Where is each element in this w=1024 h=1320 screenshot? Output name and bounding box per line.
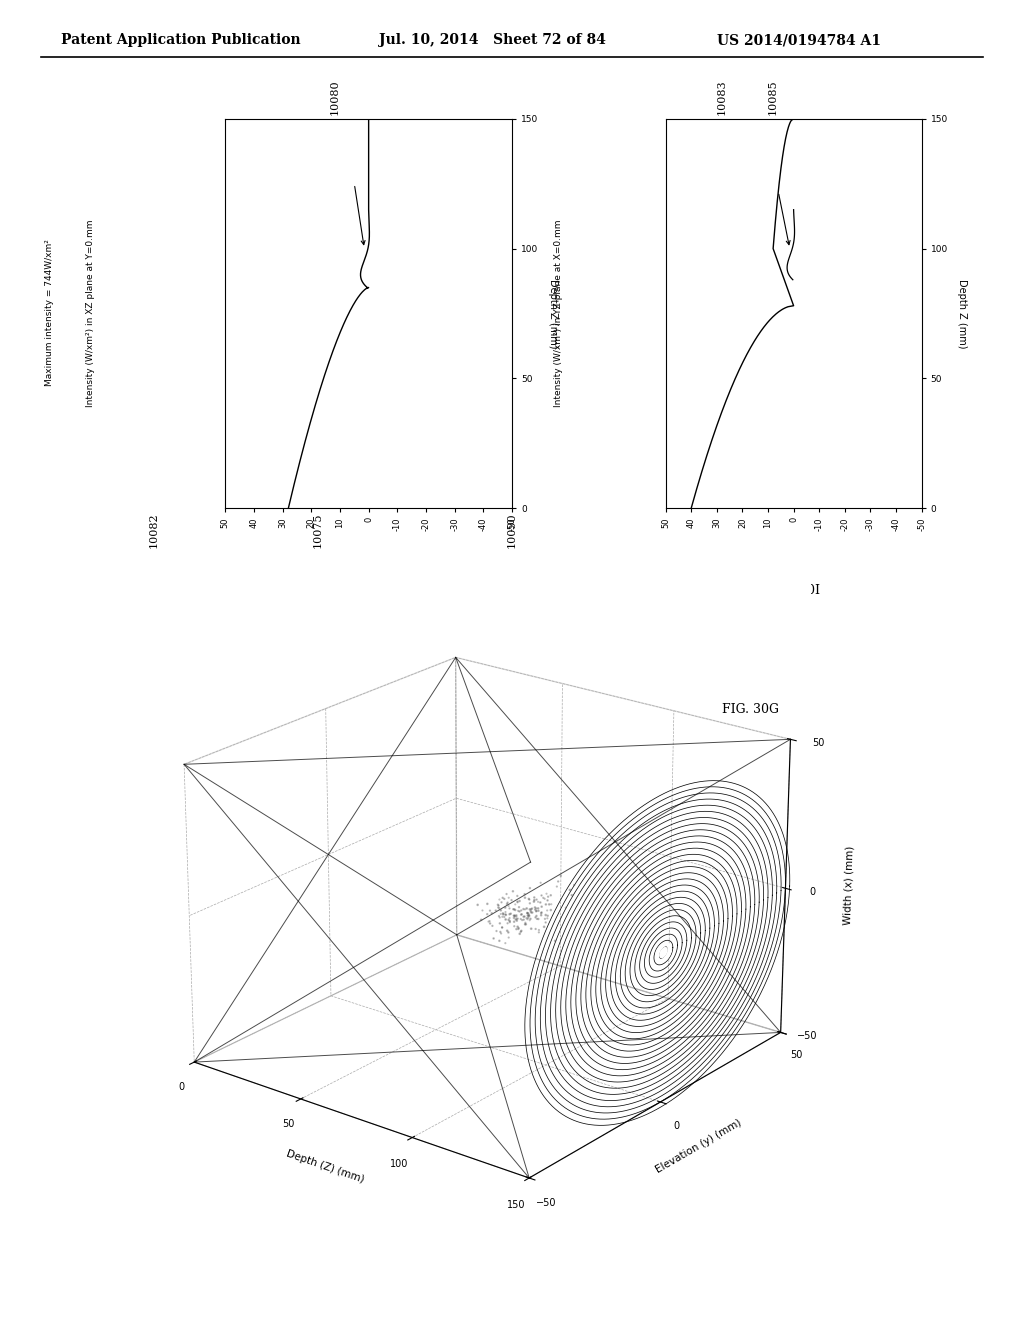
Text: 10082: 10082 bbox=[148, 512, 159, 548]
Text: FIG. 30I: FIG. 30I bbox=[768, 583, 819, 597]
Text: 10090: 10090 bbox=[507, 512, 517, 548]
Y-axis label: Depth Z (mm): Depth Z (mm) bbox=[957, 279, 968, 348]
Text: 10075: 10075 bbox=[312, 512, 323, 548]
Y-axis label: Depth Z (mm): Depth Z (mm) bbox=[548, 279, 558, 348]
Text: FIG. 30G: FIG. 30G bbox=[722, 702, 779, 715]
Text: 10085: 10085 bbox=[768, 79, 778, 115]
Text: Intensity (W/xm²) in XZ plane at Y=0.mm: Intensity (W/xm²) in XZ plane at Y=0.mm bbox=[86, 219, 94, 407]
Text: Jul. 10, 2014   Sheet 72 of 84: Jul. 10, 2014 Sheet 72 of 84 bbox=[379, 33, 606, 48]
Text: 10083: 10083 bbox=[717, 79, 727, 115]
X-axis label: Depth (Z) (mm): Depth (Z) (mm) bbox=[286, 1148, 366, 1185]
Text: FIG. 30H: FIG. 30H bbox=[340, 583, 397, 597]
Text: US 2014/0194784 A1: US 2014/0194784 A1 bbox=[717, 33, 881, 48]
Text: Maximum intensity = 744W/xm²: Maximum intensity = 744W/xm² bbox=[45, 239, 53, 387]
Text: Intensity (W/xm²) in YZ plane at X=0.mm: Intensity (W/xm²) in YZ plane at X=0.mm bbox=[554, 219, 562, 407]
Text: Patent Application Publication: Patent Application Publication bbox=[61, 33, 301, 48]
Text: 10080: 10080 bbox=[330, 79, 339, 115]
Y-axis label: Elevation (y) (mm): Elevation (y) (mm) bbox=[653, 1118, 743, 1175]
